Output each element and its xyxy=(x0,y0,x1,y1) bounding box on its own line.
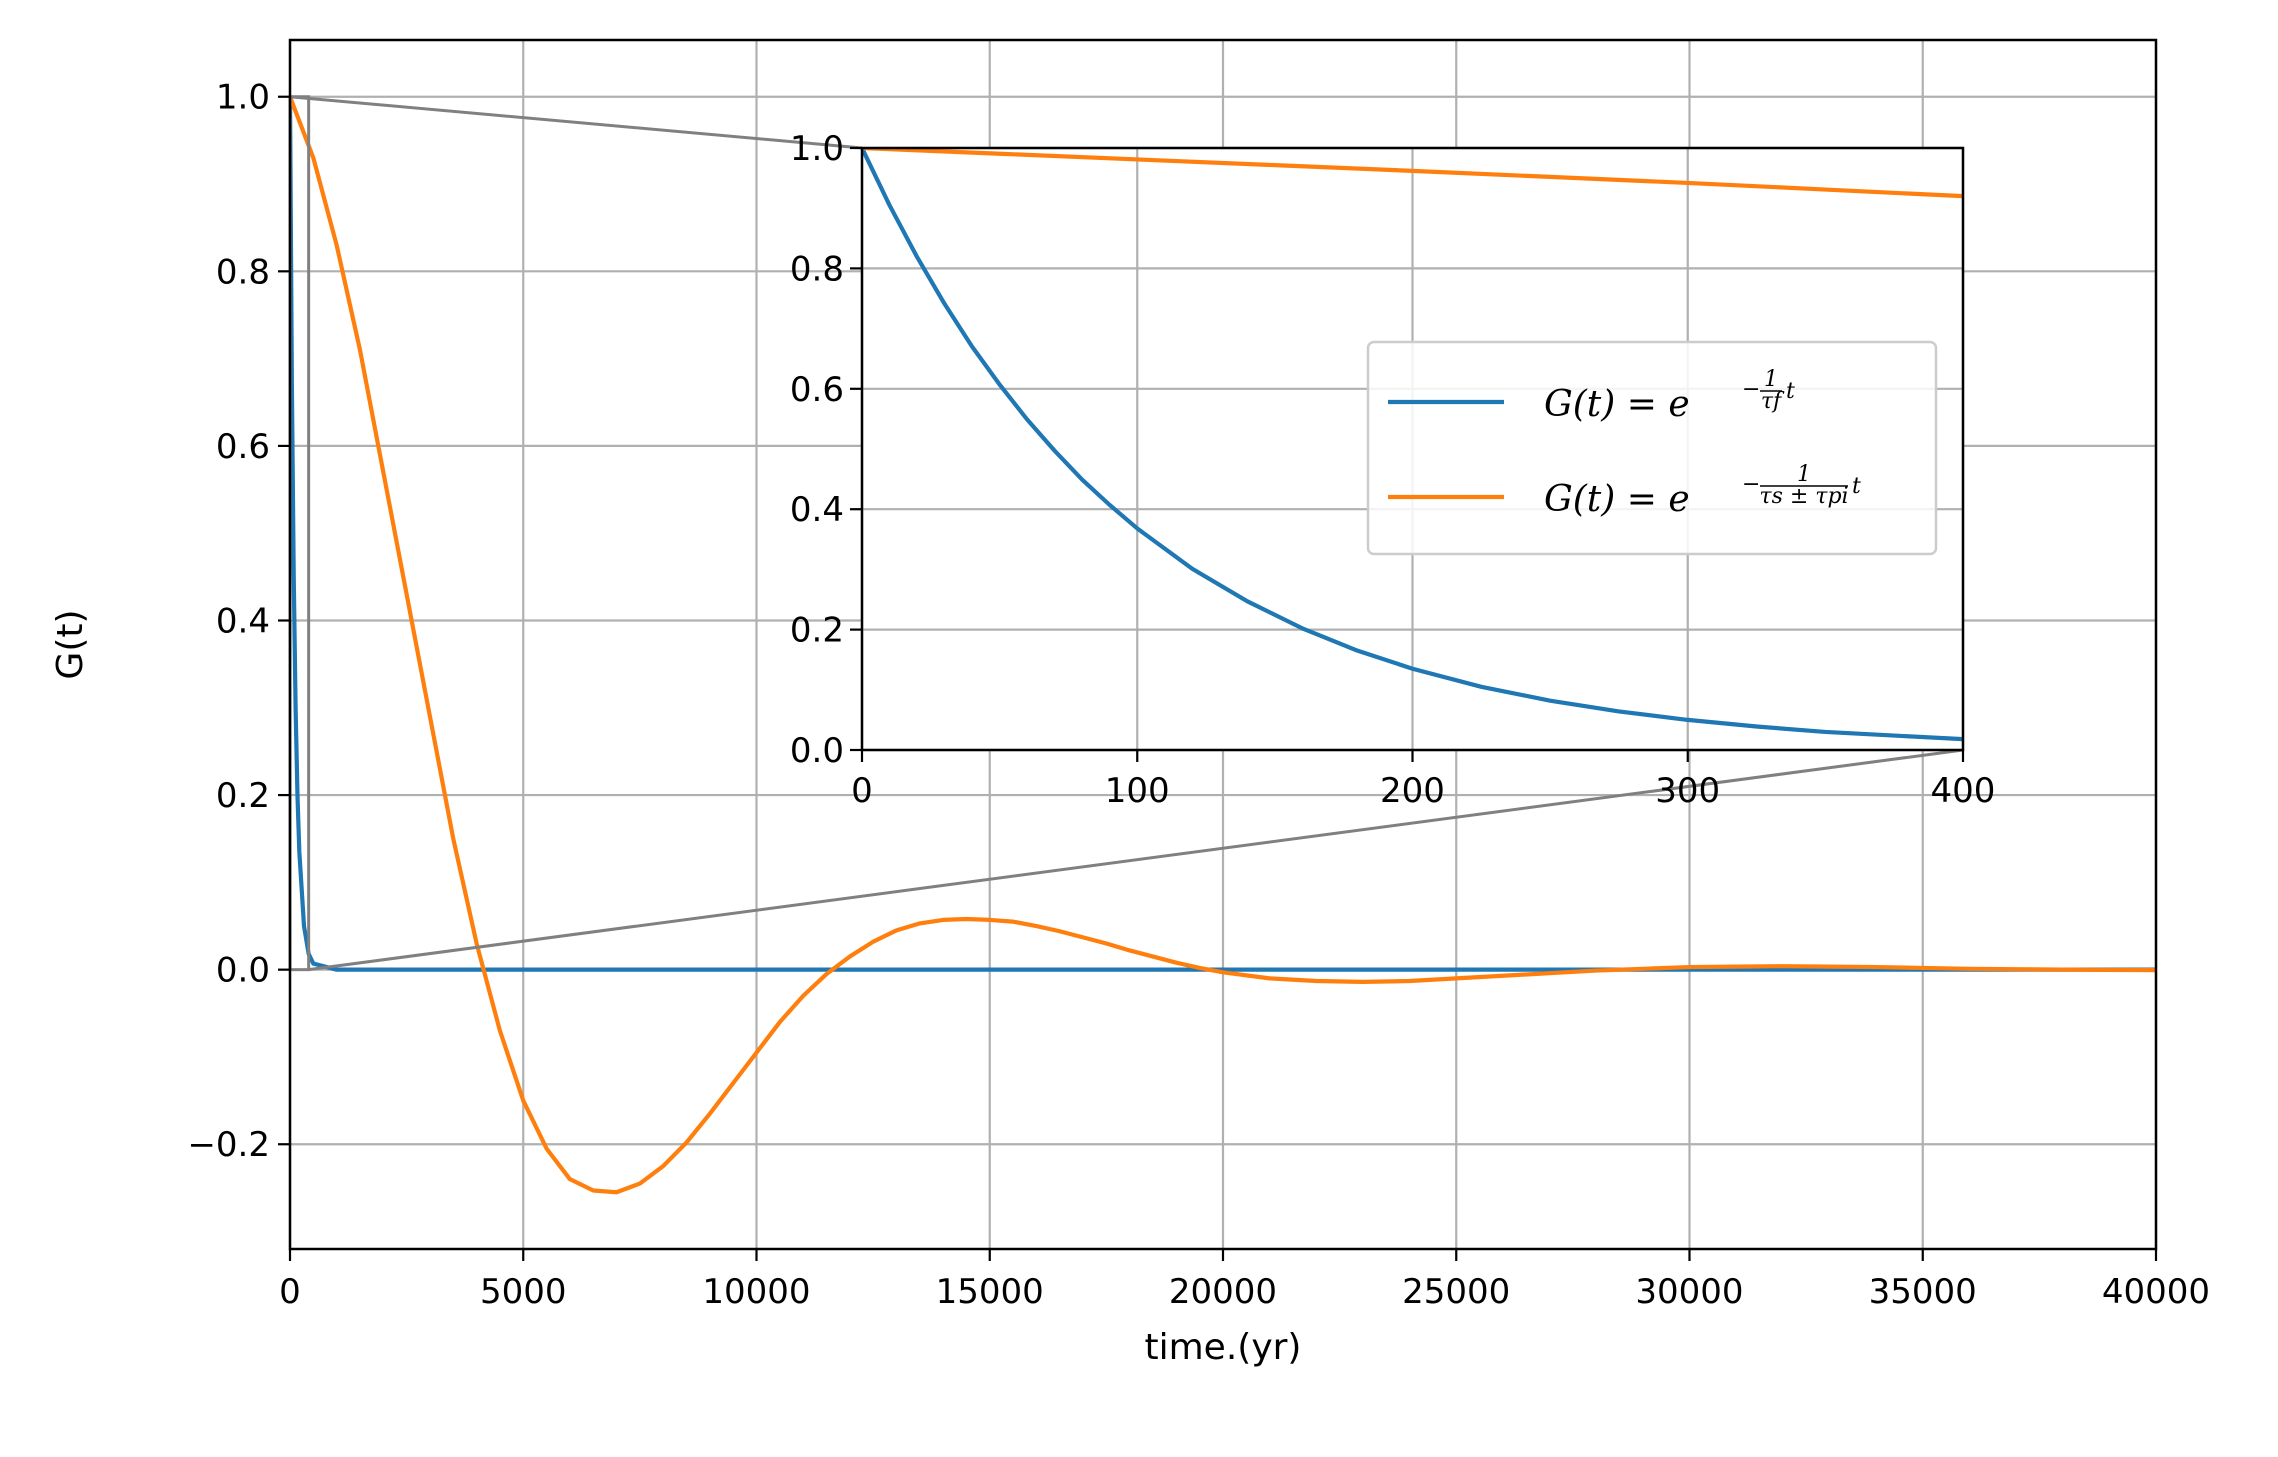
y-tick-label: 0.6 xyxy=(216,427,270,467)
legend-frac-num: 1 xyxy=(1797,462,1811,487)
inset-x-tick-label: 200 xyxy=(1380,771,1445,811)
inset-y-tick-label: 0.4 xyxy=(790,490,844,530)
inset-y-tick-label: 0.0 xyxy=(790,731,844,771)
x-tick-label: 0 xyxy=(279,1272,301,1312)
legend-frac-den: τs ± τpi xyxy=(1759,484,1848,509)
inset-tick-labels: 0 100 200 300 400 0.0 0.2 0.4 0.6 0.8 1.0 xyxy=(790,129,1996,811)
inset-series-line-2 xyxy=(862,148,1963,199)
inset-plot-area xyxy=(862,148,1963,742)
inset-ticks xyxy=(850,146,1965,762)
legend-frac-den: τf xyxy=(1761,389,1785,414)
inset-x-tick-label: 400 xyxy=(1931,771,1996,811)
y-tick-label: 0.0 xyxy=(216,951,270,991)
x-tick-label: 35000 xyxy=(1869,1272,1977,1312)
inset-series-line-1 xyxy=(862,148,1963,742)
legend-exponent-suffix: t xyxy=(1786,379,1795,404)
x-axis-label: time.(yr) xyxy=(1145,1327,1302,1368)
x-tick-label: 40000 xyxy=(2102,1272,2210,1312)
legend-label-2: G(t) = e xyxy=(1544,479,1690,520)
main-frame xyxy=(288,38,2158,1251)
main-tick-labels: 0 5000 10000 15000 20000 25000 30000 35000 40000… xyxy=(187,78,2210,1312)
legend-box xyxy=(1366,340,1938,556)
inset-y-tick-label: 0.2 xyxy=(790,611,844,651)
zoom-connector-top xyxy=(289,95,863,150)
x-tick-label: 10000 xyxy=(702,1272,810,1312)
inset-x-tick-label: 300 xyxy=(1655,771,1720,811)
inset-x-tick-label: 100 xyxy=(1105,771,1170,811)
inset-x-tick-label: 0 xyxy=(851,771,873,811)
x-tick-label: 20000 xyxy=(1169,1272,1277,1312)
legend-frac-num: 1 xyxy=(1764,367,1778,392)
legend-label-1: G(t) = e xyxy=(1544,384,1690,425)
zoom-connector-bottom xyxy=(308,748,1964,972)
x-tick-label: 5000 xyxy=(480,1272,567,1312)
x-tick-label: 30000 xyxy=(1635,1272,1743,1312)
legend: G(t) = e −1τf tG(t) = e −1τs ± τpi t xyxy=(1366,340,1938,556)
y-tick-label: 0.8 xyxy=(216,252,270,292)
inset-y-tick-label: 0.8 xyxy=(790,249,844,289)
y-tick-label: 0.2 xyxy=(216,776,270,816)
y-tick-label: 1.0 xyxy=(216,78,270,118)
legend-exponent-sign: − xyxy=(1742,472,1760,497)
legend-exponent-suffix: t xyxy=(1852,474,1861,499)
x-tick-label: 25000 xyxy=(1402,1272,1510,1312)
inset-axes: 0 100 200 300 400 0.0 0.2 0.4 0.6 0.8 1.0 G(t) = e… xyxy=(790,129,1996,811)
y-tick-label: 0.4 xyxy=(216,601,270,641)
legend-exponent-sign: − xyxy=(1742,377,1760,402)
inset-y-tick-label: 0.6 xyxy=(790,370,844,410)
main-series-line-2 xyxy=(290,95,2156,1195)
main-ticks xyxy=(278,95,2158,1261)
inset-frame xyxy=(860,146,1965,752)
y-axis-label: G(t) xyxy=(50,609,91,679)
main-axes: 0 5000 10000 15000 20000 25000 30000 35000 40000… xyxy=(50,38,2210,1368)
inset-y-tick-label: 1.0 xyxy=(790,129,844,169)
y-tick-label: −0.2 xyxy=(187,1125,270,1165)
x-tick-label: 15000 xyxy=(936,1272,1044,1312)
